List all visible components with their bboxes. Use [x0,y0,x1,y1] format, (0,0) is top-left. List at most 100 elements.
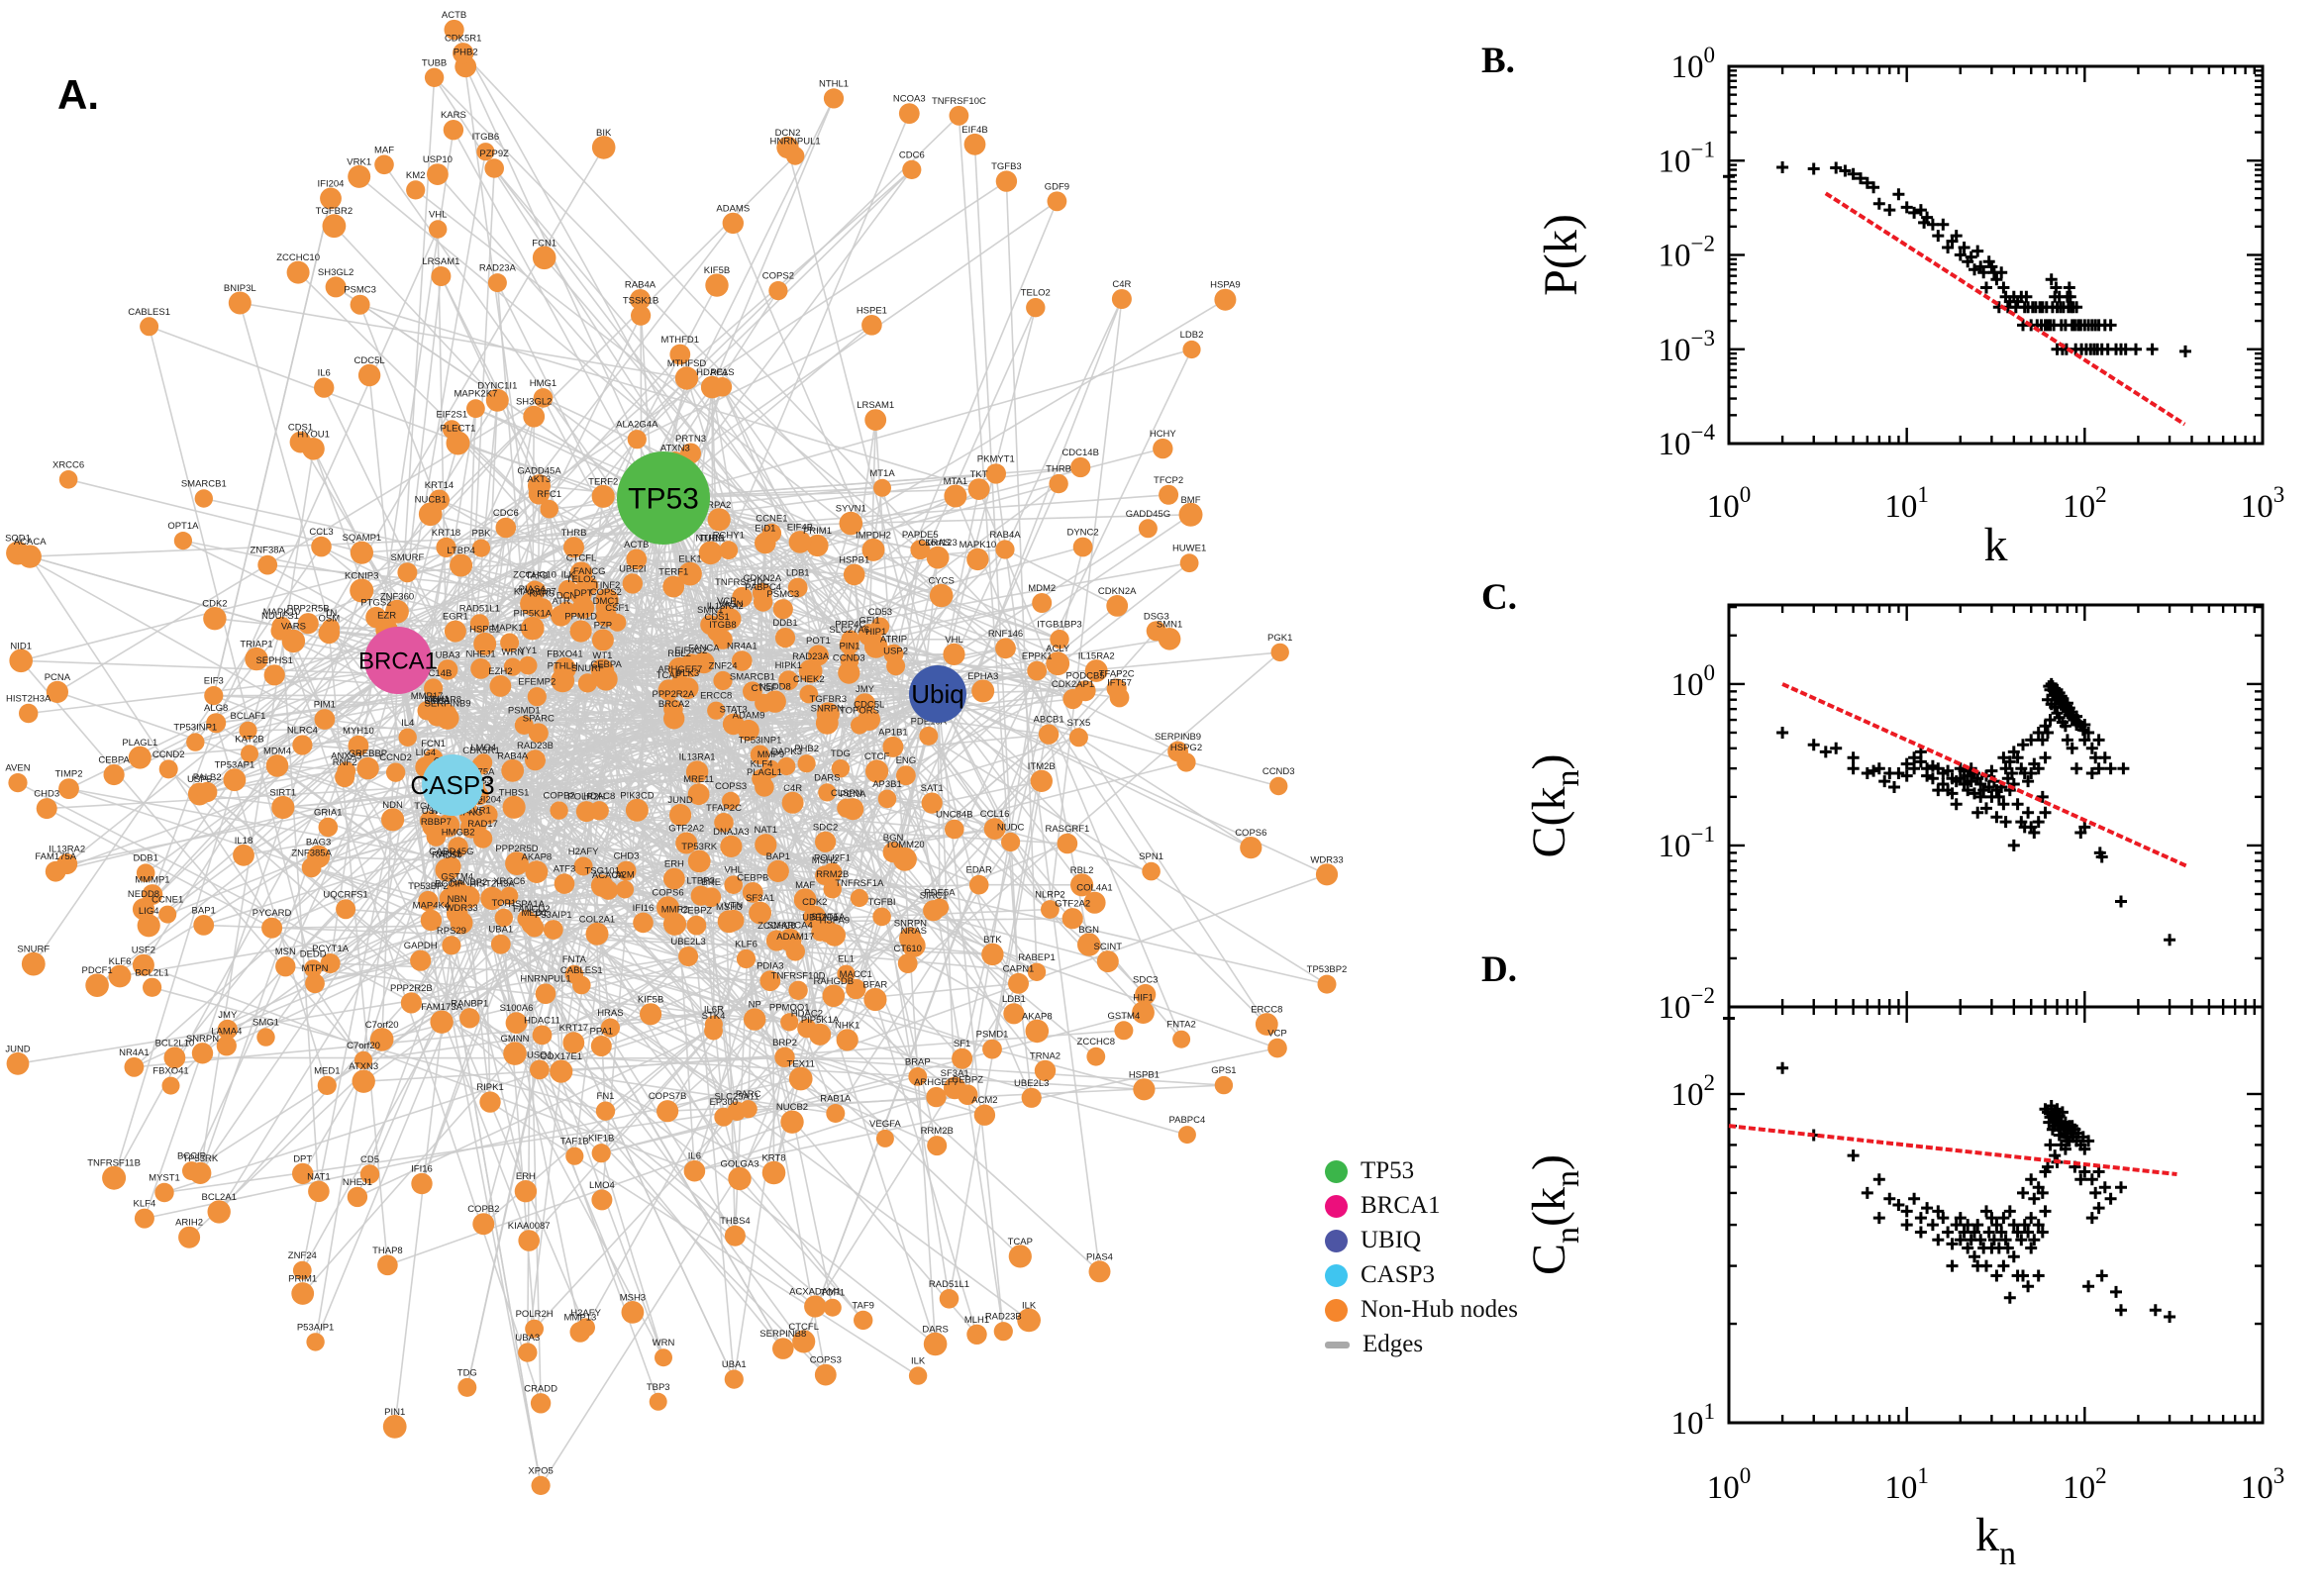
svg-text:C1orf123: C1orf123 [919,538,958,549]
svg-text:SPARC: SPARC [523,713,555,724]
svg-text:NEDD8: NEDD8 [759,682,791,693]
svg-text:H2AFY: H2AFY [568,847,599,857]
svg-text:PARC: PARC [736,1089,761,1100]
svg-text:GADD45G: GADD45G [429,847,473,857]
fit-line [1728,1124,2177,1177]
svg-text:TKT: TKT [970,469,988,480]
svg-text:AVEN: AVEN [5,763,30,774]
svg-text:BCLAF1: BCLAF1 [231,711,266,722]
axis-ticks [1727,64,2265,446]
svg-text:RRM2B: RRM2B [816,869,849,880]
svg-text:MMP13: MMP13 [564,1312,597,1323]
svg-text:SNURF: SNURF [17,945,50,955]
svg-text:MLH1: MLH1 [964,1315,989,1326]
svg-text:COX17E1: COX17E1 [540,1051,582,1062]
svg-text:ITGB6: ITGB6 [472,132,499,143]
svg-text:DPT: DPT [293,1153,312,1164]
svg-text:ATR: ATR [553,596,570,607]
svg-text:ABCB1: ABCB1 [1034,715,1064,726]
svg-text:SH3GL2: SH3GL2 [318,267,354,278]
svg-text:LIG4: LIG4 [416,748,437,758]
svg-text:CCND3: CCND3 [833,653,865,664]
svg-text:SNRPN: SNRPN [186,1034,219,1045]
svg-text:LIG4: LIG4 [139,906,159,917]
tick-label: 100 [1671,660,1716,703]
hub-casp3: CASP3 [410,754,495,816]
svg-text:CCNE1: CCNE1 [756,514,787,525]
svg-text:SERPINB8: SERPINB8 [759,1329,806,1340]
svg-text:RNF146: RNF146 [988,629,1023,640]
svg-text:SMARCA4: SMARCA4 [767,921,813,932]
legend-item-tp53: TP53 [1325,1157,1518,1184]
svg-text:PDCF1: PDCF1 [82,965,113,976]
svg-text:GOLGA3: GOLGA3 [720,1159,758,1170]
axis-ticks [1727,605,2265,1009]
svg-text:SMURF: SMURF [391,552,425,563]
svg-text:ATF3: ATF3 [554,864,576,875]
svg-text:TP53AP1: TP53AP1 [215,760,255,771]
svg-text:PABPC4: PABPC4 [745,582,781,593]
svg-text:RAHGDB: RAHGDB [813,976,854,987]
svg-text:KRT14: KRT14 [425,480,454,491]
svg-text:TOP1: TOP1 [491,898,516,909]
svg-text:CT610: CT610 [893,944,922,954]
panel-a-label: A. [57,71,99,118]
svg-text:PDE5A: PDE5A [924,888,956,899]
svg-text:AKAP8: AKAP8 [1022,1011,1053,1022]
tick-label: 102 [1671,1070,1716,1113]
svg-text:LDB2: LDB2 [1180,330,1204,341]
svg-text:DYNC1I1: DYNC1I1 [477,380,517,391]
svg-text:ERH: ERH [516,1171,536,1182]
svg-text:TELO2: TELO2 [1021,288,1051,299]
svg-text:BAP1: BAP1 [766,851,790,862]
svg-text:ZCCHC8: ZCCHC8 [758,921,796,932]
svg-text:CEBPA: CEBPA [590,659,622,670]
svg-text:RAD23B: RAD23B [517,741,554,751]
svg-text:PAPDE5: PAPDE5 [902,530,939,541]
svg-text:STAT3: STAT3 [720,704,748,715]
svg-text:TBP3: TBP3 [647,1382,670,1393]
svg-text:TFAP2C: TFAP2C [1099,669,1135,680]
svg-text:TN: TN [325,608,338,619]
svg-text:MDM2: MDM2 [1028,583,1056,594]
svg-text:ADAM17: ADAM17 [776,932,814,943]
svg-text:SLC27A6: SLC27A6 [829,625,869,636]
svg-text:EZR: EZR [377,610,396,621]
svg-text:TP53BP2: TP53BP2 [1307,964,1348,975]
svg-text:CCND2: CCND2 [152,749,185,760]
tick-label: 101 [1671,1399,1716,1442]
svg-text:EFEMP2: EFEMP2 [518,677,556,688]
svg-text:CDC14B: CDC14B [415,668,453,679]
svg-text:VHL: VHL [429,210,447,221]
svg-text:USP10: USP10 [423,154,453,165]
svg-text:CEBPZ: CEBPZ [952,1075,983,1086]
node-swatch-icon [1325,1229,1348,1252]
svg-text:TP53BP2: TP53BP2 [408,881,449,892]
tick-label: 10−2 [1659,983,1715,1026]
legend: TP53 BRCA1 UBIQ CASP3 Non-Hub nodes Edges [1325,1157,1518,1357]
svg-text:KRAS: KRAS [925,538,951,549]
svg-text:SDC2: SDC2 [813,822,838,833]
svg-text:TGFBR3: TGFBR3 [810,694,847,705]
svg-text:CDC6: CDC6 [493,508,519,519]
svg-text:SQAMP1: SQAMP1 [343,533,382,544]
svg-text:EIF4B: EIF4B [787,522,813,533]
svg-text:MTHFD1: MTHFD1 [661,335,700,346]
svg-text:RCHY1: RCHY1 [713,531,745,542]
svg-text:GAPDH: GAPDH [404,941,438,951]
svg-text:ANXA3: ANXA3 [331,751,361,762]
svg-text:SIRC1: SIRC1 [920,891,948,902]
tick-label: 10−4 [1659,420,1716,462]
legend-item-brca1: BRCA1 [1325,1192,1518,1219]
svg-text:AKAP8: AKAP8 [522,852,553,863]
axis-title: C(kn) [1523,754,1586,858]
svg-text:PGK1: PGK1 [1267,633,1292,644]
svg-text:STAT5A: STAT5A [811,912,846,923]
svg-text:TCAP: TCAP [656,670,681,681]
svg-text:NUCB1: NUCB1 [415,494,447,505]
svg-text:NUCB2: NUCB2 [776,1102,808,1113]
svg-text:UBA3: UBA3 [515,1333,540,1344]
svg-text:P53AIP1: P53AIP1 [535,910,572,921]
svg-text:SPN1: SPN1 [1139,851,1163,862]
svg-text:MLH1: MLH1 [424,694,449,705]
